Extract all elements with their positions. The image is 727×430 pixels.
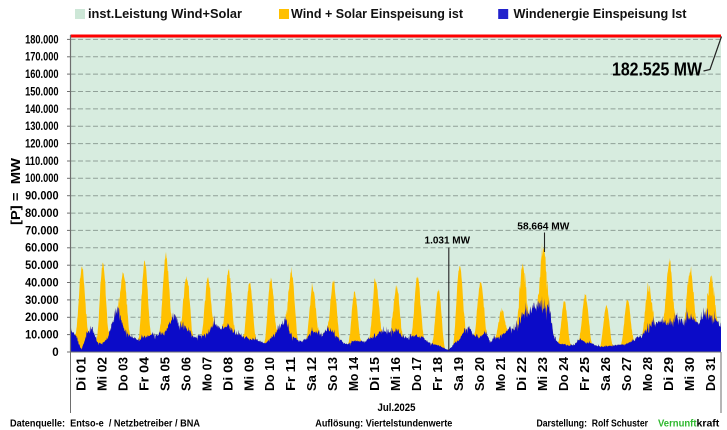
svg-text:Fr 25: Fr 25 — [578, 357, 592, 391]
svg-text:180.000: 180.000 — [25, 34, 59, 46]
svg-text:Di 22: Di 22 — [515, 357, 529, 391]
svg-text:58.664 MW: 58.664 MW — [517, 222, 570, 233]
svg-text:Sa 19: Sa 19 — [452, 357, 466, 391]
svg-text:So 27: So 27 — [620, 357, 634, 391]
svg-text:160.000: 160.000 — [25, 69, 59, 81]
svg-text:inst.Leistung Wind+Solar: inst.Leistung Wind+Solar — [88, 7, 242, 21]
svg-text:So 13: So 13 — [326, 357, 340, 391]
svg-text:20.000: 20.000 — [25, 312, 59, 324]
svg-text:Di 08: Di 08 — [221, 357, 235, 391]
svg-text:Datenquelle: Entso-e / Netzb: Datenquelle: Entso-e / Netzbetreiber / B… — [10, 417, 200, 429]
svg-text:Do 31: Do 31 — [704, 357, 718, 391]
svg-text:Do 03: Do 03 — [116, 357, 130, 391]
svg-text:40.000: 40.000 — [25, 277, 59, 289]
svg-text:[P] = MW: [P] = MW — [8, 157, 23, 225]
svg-text:140.000: 140.000 — [25, 104, 59, 116]
svg-text:Mi 16: Mi 16 — [389, 357, 403, 391]
svg-text:Darstellung: Rolf Schuster: Darstellung: Rolf Schuster — [537, 417, 649, 429]
svg-text:So 20: So 20 — [473, 357, 487, 391]
svg-text:Mo 14: Mo 14 — [347, 357, 361, 391]
svg-text:50.000: 50.000 — [25, 260, 59, 272]
svg-text:So 06: So 06 — [179, 357, 193, 391]
svg-text:70.000: 70.000 — [25, 225, 59, 237]
svg-text:30.000: 30.000 — [25, 295, 59, 307]
svg-text:Mo 21: Mo 21 — [494, 357, 508, 391]
svg-text:120.000: 120.000 — [25, 139, 59, 151]
svg-text:Mi 02: Mi 02 — [95, 357, 109, 391]
svg-text:Di 01: Di 01 — [74, 357, 88, 391]
svg-text:kraft: kraft — [697, 417, 720, 429]
svg-text:Vernunft: Vernunft — [658, 417, 697, 429]
svg-text:60.000: 60.000 — [25, 243, 59, 255]
svg-text:Do 17: Do 17 — [410, 357, 424, 391]
svg-text:Mo 07: Mo 07 — [200, 357, 214, 391]
svg-text:Sa 05: Sa 05 — [158, 357, 172, 391]
svg-text:Jul.2025: Jul.2025 — [378, 402, 416, 414]
svg-text:Sa 12: Sa 12 — [305, 357, 319, 391]
svg-text:Sa 26: Sa 26 — [599, 357, 613, 391]
svg-text:Mi 23: Mi 23 — [536, 357, 550, 391]
svg-text:130.000: 130.000 — [25, 121, 59, 133]
svg-text:Fr 18: Fr 18 — [431, 357, 445, 391]
svg-text:Di 29: Di 29 — [662, 357, 676, 391]
svg-text:Do 24: Do 24 — [557, 357, 571, 391]
svg-text:150.000: 150.000 — [25, 86, 59, 98]
svg-text:1.031 MW: 1.031 MW — [425, 236, 471, 247]
svg-text:100.000: 100.000 — [25, 173, 59, 185]
svg-text:80.000: 80.000 — [25, 208, 59, 220]
svg-text:Auflösung: Viertelstundenwerte: Auflösung: Viertelstundenwerte — [315, 417, 452, 429]
svg-text:0: 0 — [52, 347, 58, 359]
svg-text:Windenergie Einspeisung Ist: Windenergie Einspeisung Ist — [514, 7, 688, 21]
svg-text:Fr 04: Fr 04 — [137, 357, 151, 391]
svg-text:110.000: 110.000 — [25, 156, 59, 168]
svg-text:Mi 09: Mi 09 — [242, 357, 256, 391]
svg-text:Fr 11: Fr 11 — [284, 357, 298, 391]
svg-text:90.000: 90.000 — [25, 191, 59, 203]
svg-text:Do 10: Do 10 — [263, 357, 277, 391]
svg-text:Di 15: Di 15 — [368, 357, 382, 391]
svg-text:Wind + Solar Einspeisung ist: Wind + Solar Einspeisung ist — [291, 7, 464, 21]
svg-text:Mi 30: Mi 30 — [683, 357, 697, 391]
svg-text:170.000: 170.000 — [25, 52, 59, 64]
svg-text:10.000: 10.000 — [25, 330, 59, 342]
svg-text:Mo 28: Mo 28 — [641, 357, 655, 391]
svg-text:182.525 MW: 182.525 MW — [612, 60, 702, 80]
